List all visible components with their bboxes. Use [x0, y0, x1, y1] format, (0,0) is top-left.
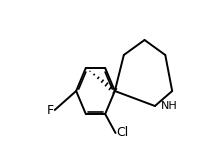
Text: F: F [47, 104, 54, 116]
Text: Cl: Cl [116, 126, 128, 140]
Text: NH: NH [160, 101, 177, 111]
